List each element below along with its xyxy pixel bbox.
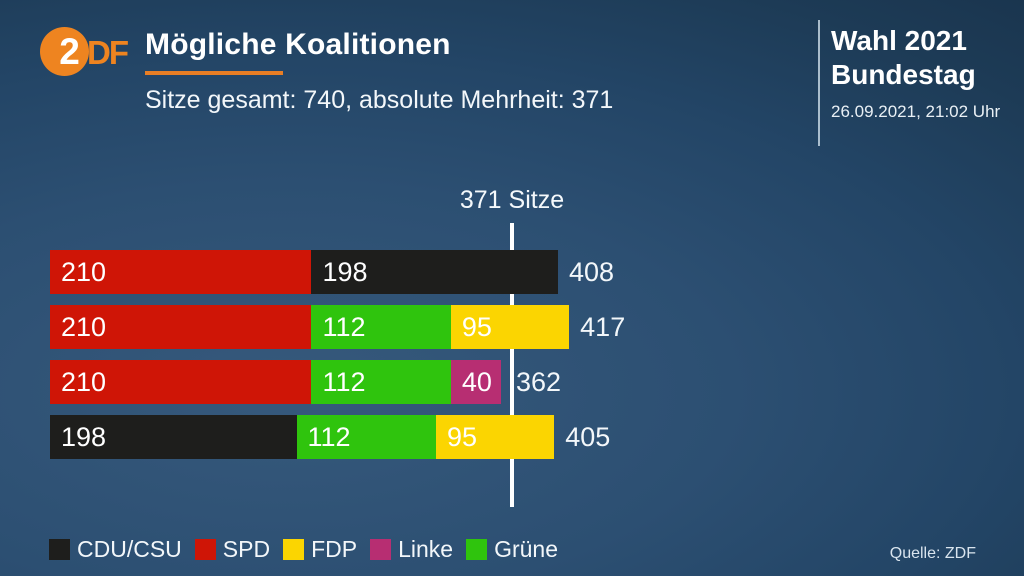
event-info-block: Wahl 2021 Bundestag 26.09.2021, 21:02 Uh… bbox=[818, 20, 1018, 148]
bar-segment-gr-ne: 112 bbox=[311, 305, 451, 349]
bar-segment-spd: 210 bbox=[50, 250, 312, 294]
title-block: Mögliche Koalitionen Sitze gesamt: 740, … bbox=[145, 28, 613, 115]
legend-swatch-icon bbox=[370, 539, 392, 560]
coalition-total-seats: 408 bbox=[568, 257, 615, 287]
source-credit: Quelle: ZDF bbox=[889, 545, 976, 562]
bar-segment-gr-ne: 112 bbox=[296, 415, 436, 459]
bar-segment-cdu-csu: 198 bbox=[50, 415, 297, 459]
legend-swatch-icon bbox=[194, 539, 216, 560]
coalition-total-seats: 362 bbox=[516, 367, 562, 397]
header-divider bbox=[818, 20, 820, 146]
segment-seat-count: 198 bbox=[322, 256, 368, 287]
bar-segment-spd: 210 bbox=[50, 360, 312, 404]
segment-seat-count: 210 bbox=[61, 366, 107, 397]
segment-seat-count: 112 bbox=[307, 421, 351, 452]
segment-seat-count: 112 bbox=[322, 366, 366, 397]
bar-segment-cdu-csu: 198 bbox=[311, 250, 558, 294]
bar-segment-fdp: 95 bbox=[450, 305, 570, 349]
legend-label: FDP bbox=[311, 536, 358, 562]
bar-segment-fdp: 95 bbox=[435, 415, 555, 459]
legend-item-fdp: FDP bbox=[283, 536, 357, 563]
coalition-bar: 210 198 bbox=[50, 250, 558, 294]
zdf-logo-2: 2 bbox=[59, 31, 80, 72]
segment-seat-count: 112 bbox=[322, 311, 366, 342]
segment-seat-count: 198 bbox=[61, 421, 107, 452]
event-text: Wahl 2021 Bundestag 26.09.2021, 21:02 Uh… bbox=[831, 24, 1000, 122]
segment-seat-count: 210 bbox=[61, 256, 107, 287]
coalition-total-seats: 405 bbox=[565, 422, 611, 452]
legend-label: Linke bbox=[398, 536, 454, 562]
event-title-line1: Wahl 2021 bbox=[831, 25, 967, 56]
majority-line bbox=[510, 223, 514, 507]
legend-swatch-icon bbox=[466, 539, 488, 560]
zdf-logo-df: DF bbox=[87, 34, 129, 71]
legend-item-linke: Linke bbox=[370, 536, 453, 563]
coalition-bar: 210 112 95 bbox=[50, 305, 570, 349]
segment-seat-count: 210 bbox=[61, 311, 107, 342]
page-title: Mögliche Koalitionen bbox=[145, 28, 451, 61]
event-datetime: 26.09.2021, 21:02 Uhr bbox=[831, 102, 1001, 121]
coalition-total-seats: 417 bbox=[580, 312, 626, 342]
bar-segment-gr-ne: 112 bbox=[311, 360, 451, 404]
legend-label: SPD bbox=[222, 536, 271, 562]
legend-item-cdu-csu: CDU/CSU bbox=[49, 536, 182, 563]
legend-item-spd: SPD bbox=[194, 536, 271, 563]
legend-swatch-icon bbox=[283, 539, 305, 560]
bar-segment-spd: 210 bbox=[50, 305, 312, 349]
legend-label: CDU/CSU bbox=[77, 536, 182, 562]
event-title-line2: Bundestag bbox=[831, 59, 976, 90]
chart-legend: CDU/CSU SPD FDP Linke Grüne bbox=[49, 536, 558, 563]
legend-swatch-icon bbox=[49, 539, 70, 560]
segment-seat-count: 40 bbox=[461, 366, 492, 397]
bar-segment-linke: 40 bbox=[450, 360, 501, 404]
segment-seat-count: 95 bbox=[461, 311, 492, 342]
coalition-bar: 198 112 95 bbox=[50, 415, 555, 459]
zdf-logo: 2 DF bbox=[40, 27, 129, 77]
majority-line-label: 371 Sitze bbox=[459, 186, 565, 214]
zdf-logo-circle-icon: 2 bbox=[40, 27, 89, 76]
title-underline-accent bbox=[145, 71, 283, 75]
segment-seat-count: 95 bbox=[446, 421, 477, 452]
legend-item-gr-ne: Grüne bbox=[466, 536, 558, 563]
coalition-bar: 210 112 40 bbox=[50, 360, 501, 404]
legend-label: Grüne bbox=[494, 536, 558, 562]
subtitle-seats-summary: Sitze gesamt: 740, absolute Mehrheit: 37… bbox=[145, 86, 614, 114]
